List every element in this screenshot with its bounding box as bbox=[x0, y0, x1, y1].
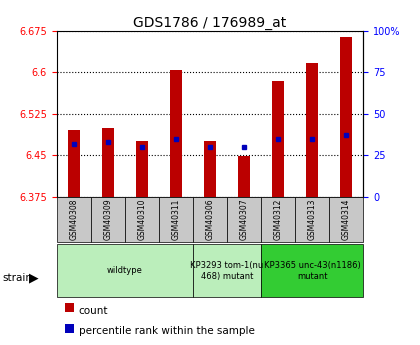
Text: GSM40310: GSM40310 bbox=[137, 198, 146, 240]
Bar bbox=[261, 197, 295, 241]
Bar bbox=[102, 128, 114, 197]
Bar bbox=[125, 197, 159, 241]
Bar bbox=[57, 244, 193, 297]
Text: wildtype: wildtype bbox=[107, 266, 143, 275]
Text: GSM40314: GSM40314 bbox=[342, 198, 351, 240]
Text: GSM40307: GSM40307 bbox=[239, 198, 249, 240]
Text: strain: strain bbox=[2, 273, 32, 283]
Text: GSM40308: GSM40308 bbox=[69, 198, 78, 240]
Bar bbox=[227, 197, 261, 241]
Text: GSM40306: GSM40306 bbox=[205, 198, 215, 240]
Bar bbox=[340, 37, 352, 197]
Bar bbox=[329, 197, 363, 241]
Bar bbox=[91, 197, 125, 241]
Title: GDS1786 / 176989_at: GDS1786 / 176989_at bbox=[134, 16, 286, 30]
Bar bbox=[170, 70, 182, 197]
Bar bbox=[238, 156, 250, 197]
Text: GSM40313: GSM40313 bbox=[308, 198, 317, 240]
Bar bbox=[272, 81, 284, 197]
Text: GSM40309: GSM40309 bbox=[103, 198, 112, 240]
Bar bbox=[193, 197, 227, 241]
Text: GSM40312: GSM40312 bbox=[274, 198, 283, 240]
Bar bbox=[68, 130, 80, 197]
Text: ▶: ▶ bbox=[29, 271, 38, 284]
Bar bbox=[193, 244, 261, 297]
Bar bbox=[57, 197, 91, 241]
Bar bbox=[306, 62, 318, 197]
Bar bbox=[295, 197, 329, 241]
Text: KP3365 unc-43(n1186)
mutant: KP3365 unc-43(n1186) mutant bbox=[264, 261, 361, 280]
Bar bbox=[204, 141, 216, 197]
Text: count: count bbox=[79, 306, 108, 315]
Bar bbox=[159, 197, 193, 241]
Text: KP3293 tom-1(nu
468) mutant: KP3293 tom-1(nu 468) mutant bbox=[190, 261, 264, 280]
Bar bbox=[261, 244, 363, 297]
Bar bbox=[136, 141, 148, 197]
Text: GSM40311: GSM40311 bbox=[171, 198, 181, 240]
Text: percentile rank within the sample: percentile rank within the sample bbox=[79, 326, 255, 336]
